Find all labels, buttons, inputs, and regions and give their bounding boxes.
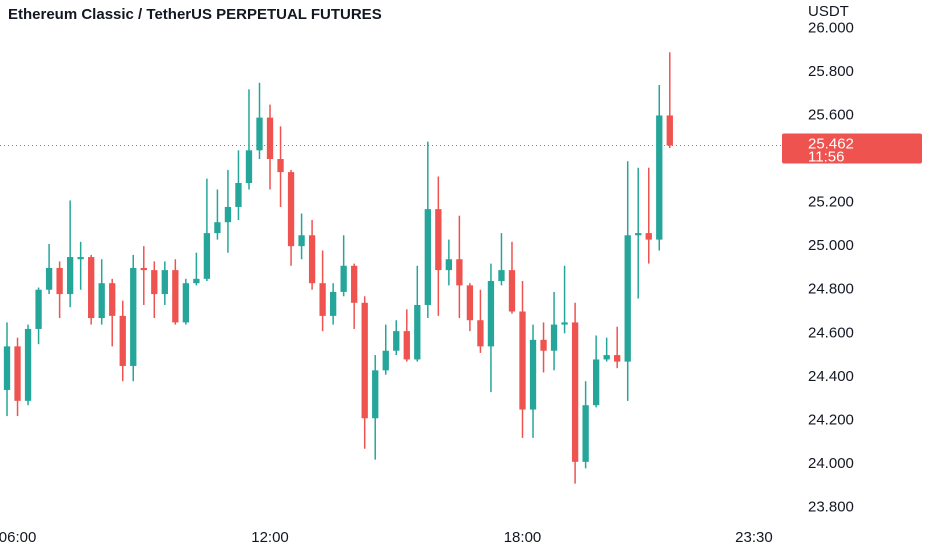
candle-body — [3, 346, 11, 390]
candle-body — [203, 233, 211, 279]
candle-body — [287, 172, 295, 247]
candle-body — [393, 331, 400, 351]
countdown-label: 11:56 — [808, 148, 844, 165]
last-price-label: 25.462 — [808, 135, 854, 152]
candle-body — [161, 270, 168, 295]
candle-body — [88, 257, 95, 319]
candle-body — [645, 233, 652, 240]
y-tick-label: 25.000 — [808, 237, 854, 254]
y-tick-label: 23.800 — [808, 499, 854, 516]
candle-body — [414, 304, 421, 360]
candle-body — [214, 222, 221, 234]
candle-body — [351, 265, 358, 303]
candle-body — [529, 339, 537, 410]
candle-body — [498, 270, 505, 282]
candle-body — [298, 235, 305, 247]
candle-body — [35, 289, 42, 329]
candle-body — [582, 405, 589, 462]
y-tick-label: 24.600 — [808, 324, 854, 341]
candle-body — [603, 355, 610, 360]
candle-body — [540, 339, 547, 351]
candle-body — [445, 259, 453, 271]
candle-body — [277, 159, 284, 173]
candle-body — [45, 267, 53, 290]
candle-body — [561, 322, 568, 325]
chart-title: Ethereum Classic / TetherUS PERPETUAL FU… — [8, 6, 382, 23]
candle-body — [56, 267, 63, 295]
y-axis-label: USDT — [808, 3, 849, 20]
candle-body — [24, 328, 32, 401]
y-tick-label: 24.000 — [808, 455, 854, 472]
candle-body — [508, 270, 516, 312]
last-price-box — [782, 133, 922, 164]
candle-body — [109, 283, 116, 316]
candle-body — [140, 267, 147, 271]
candle-body — [130, 267, 137, 366]
y-tick-label: 25.600 — [808, 106, 854, 123]
y-tick-label: 24.800 — [808, 281, 854, 298]
candle-body — [308, 235, 316, 284]
candle-body — [477, 320, 484, 347]
candle-body — [424, 209, 431, 305]
candle-body — [571, 322, 579, 462]
candle-body — [372, 370, 379, 419]
x-tick-label: 12:00 — [251, 529, 289, 546]
x-tick-label: 23:30 — [735, 529, 773, 546]
candle-body — [487, 281, 495, 347]
candle-body — [466, 285, 474, 321]
candle-body — [550, 324, 558, 351]
y-tick-label: 25.200 — [808, 194, 854, 211]
candle-body — [340, 265, 347, 292]
candle-body — [329, 291, 337, 316]
candle-body — [519, 311, 526, 410]
candle-body — [245, 150, 253, 183]
candle-body — [77, 257, 84, 260]
candle-body — [456, 259, 463, 286]
candle-body — [235, 182, 242, 207]
candle-body — [624, 235, 631, 362]
y-tick-label: 24.400 — [808, 368, 854, 385]
candle-body — [592, 359, 600, 406]
candle-body — [66, 257, 74, 295]
candle-body — [224, 206, 232, 223]
candle-body — [193, 278, 200, 284]
candle-body — [182, 283, 190, 323]
y-tick-label: 25.800 — [808, 63, 854, 80]
candle-body — [256, 117, 263, 151]
title-area: Ethereum Classic / TetherUS PERPETUAL FU… — [8, 6, 382, 23]
candle-body — [614, 355, 621, 362]
candle-body — [656, 115, 663, 240]
candle-body — [666, 115, 673, 146]
y-tick-label: 26.000 — [808, 19, 854, 36]
x-tick-label: 06:00 — [0, 529, 36, 546]
candle-body — [14, 346, 21, 401]
candle-body — [635, 233, 642, 236]
candle-body — [319, 283, 326, 316]
x-tick-label: 18:00 — [504, 529, 542, 546]
candle-body — [382, 350, 389, 371]
candle-body — [172, 270, 179, 323]
plot-area — [0, 52, 782, 484]
candle-body — [151, 270, 158, 295]
candle-body — [119, 315, 126, 366]
candle-body — [403, 331, 410, 360]
candle-body — [435, 209, 442, 271]
candle-body — [98, 283, 105, 319]
y-tick-label: 24.200 — [808, 411, 854, 428]
candle-body — [361, 302, 368, 419]
candle-body — [266, 117, 274, 160]
